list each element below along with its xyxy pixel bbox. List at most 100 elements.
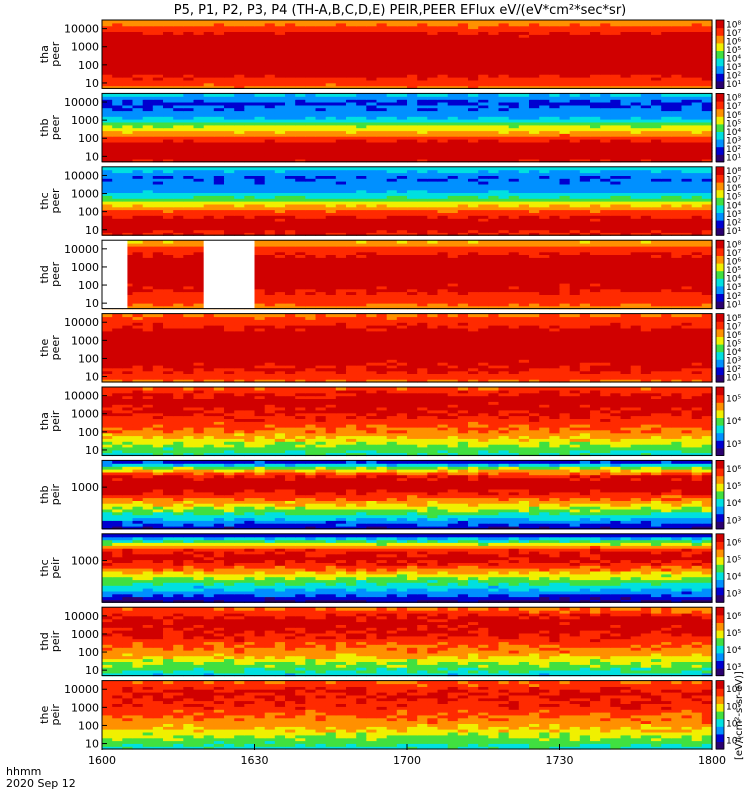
heatmap-cell: [590, 156, 601, 160]
heatmap-cell: [610, 186, 622, 191]
heatmap-cell: [102, 124, 113, 129]
heatmap-cell: [661, 20, 672, 24]
heatmap-cell: [701, 99, 713, 103]
heatmap-cell: [163, 136, 174, 140]
heatmap-cell: [549, 221, 561, 225]
heatmap-cell: [295, 110, 306, 114]
heatmap-cell: [417, 37, 428, 41]
heatmap-cell: [132, 186, 144, 191]
heatmap-cell: [173, 119, 184, 123]
heatmap-cell: [254, 102, 266, 106]
heatmap-cell: [579, 82, 591, 87]
heatmap-cell: [590, 57, 601, 61]
heatmap-cell: [447, 124, 459, 129]
heatmap-cell: [447, 130, 459, 134]
heatmap-cell: [447, 181, 459, 185]
heatmap-cell: [508, 31, 520, 35]
colorbar-swatch: [716, 23, 724, 29]
heatmap-cell: [386, 127, 398, 132]
heatmap-cell: [661, 42, 672, 47]
heatmap-cell: [295, 186, 306, 191]
heatmap-cell: [468, 139, 479, 143]
heatmap-cell: [610, 51, 622, 55]
heatmap-cell: [102, 181, 113, 185]
heatmap-cell: [213, 229, 225, 233]
heatmap-cell: [102, 113, 113, 117]
heatmap-cell: [640, 153, 652, 157]
heatmap-cell: [559, 45, 571, 50]
heatmap-cell: [691, 141, 703, 146]
heatmap-cell: [203, 181, 215, 185]
heatmap-cell: [498, 212, 510, 216]
heatmap-cell: [620, 181, 632, 185]
heatmap-cell: [152, 159, 164, 163]
heatmap-cell: [152, 42, 164, 47]
heatmap-cell: [183, 82, 195, 87]
heatmap-cell: [285, 195, 296, 199]
heatmap-cell: [183, 25, 195, 30]
heatmap-cell: [203, 141, 215, 146]
heatmap-cell: [132, 42, 144, 47]
heatmap-cell: [508, 150, 520, 154]
heatmap-cell: [539, 85, 550, 89]
heatmap-cell: [407, 99, 418, 103]
heatmap-cell: [457, 116, 469, 120]
heatmap-cell: [417, 181, 428, 185]
heatmap-cell: [203, 28, 215, 32]
heatmap-cell: [102, 85, 113, 89]
heatmap-cell: [132, 93, 144, 97]
heatmap-cell: [651, 113, 662, 117]
heatmap-cell: [254, 25, 266, 30]
heatmap-cell: [274, 121, 286, 126]
heatmap-cell: [376, 54, 388, 58]
heatmap-cell: [203, 116, 215, 120]
heatmap-cell: [234, 113, 245, 117]
heatmap-cell: [488, 159, 500, 163]
heatmap-cell: [366, 127, 378, 132]
heatmap-cell: [447, 96, 459, 100]
heatmap-cell: [264, 93, 276, 97]
heatmap-cell: [234, 206, 245, 211]
heatmap-cell: [366, 99, 378, 103]
heatmap-cell: [661, 181, 672, 185]
heatmap-cell: [457, 31, 469, 35]
heatmap-cell: [457, 201, 469, 205]
heatmap-cell: [579, 166, 591, 171]
heatmap-cell: [579, 221, 591, 225]
heatmap-cell: [590, 229, 601, 233]
heatmap-cell: [549, 144, 561, 149]
heatmap-cell: [112, 102, 123, 106]
heatmap-cell: [396, 169, 408, 174]
heatmap-cell: [701, 68, 713, 72]
heatmap-cell: [630, 144, 642, 149]
heatmap-cell: [600, 169, 611, 174]
heatmap-cell: [346, 144, 357, 149]
heatmap-cell: [142, 22, 154, 27]
heatmap-cell: [600, 34, 611, 38]
heatmap-cell: [681, 189, 693, 193]
heatmap-cell: [427, 139, 439, 143]
heatmap-cell: [691, 139, 703, 143]
heatmap-cell: [356, 183, 367, 188]
heatmap-cell: [630, 79, 642, 84]
heatmap-cell: [213, 127, 225, 132]
heatmap-cell: [508, 71, 520, 75]
heatmap-cell: [498, 221, 510, 225]
heatmap-cell: [640, 31, 652, 35]
heatmap-cell: [681, 223, 693, 228]
heatmap-cell: [213, 156, 225, 160]
heatmap-cell: [366, 37, 378, 41]
heatmap-cell: [274, 192, 286, 196]
heatmap-cell: [122, 96, 134, 100]
heatmap-cell: [112, 93, 123, 97]
heatmap-cell: [671, 206, 683, 211]
heatmap-cell: [559, 198, 571, 202]
heatmap-cell: [152, 223, 164, 228]
heatmap-cell: [640, 102, 652, 106]
colorbar-swatch: [716, 127, 724, 132]
heatmap-cell: [630, 31, 642, 35]
heatmap-cell: [569, 159, 581, 163]
heatmap-cell: [457, 110, 469, 114]
heatmap-cell: [335, 124, 347, 129]
heatmap-cell: [356, 85, 367, 89]
